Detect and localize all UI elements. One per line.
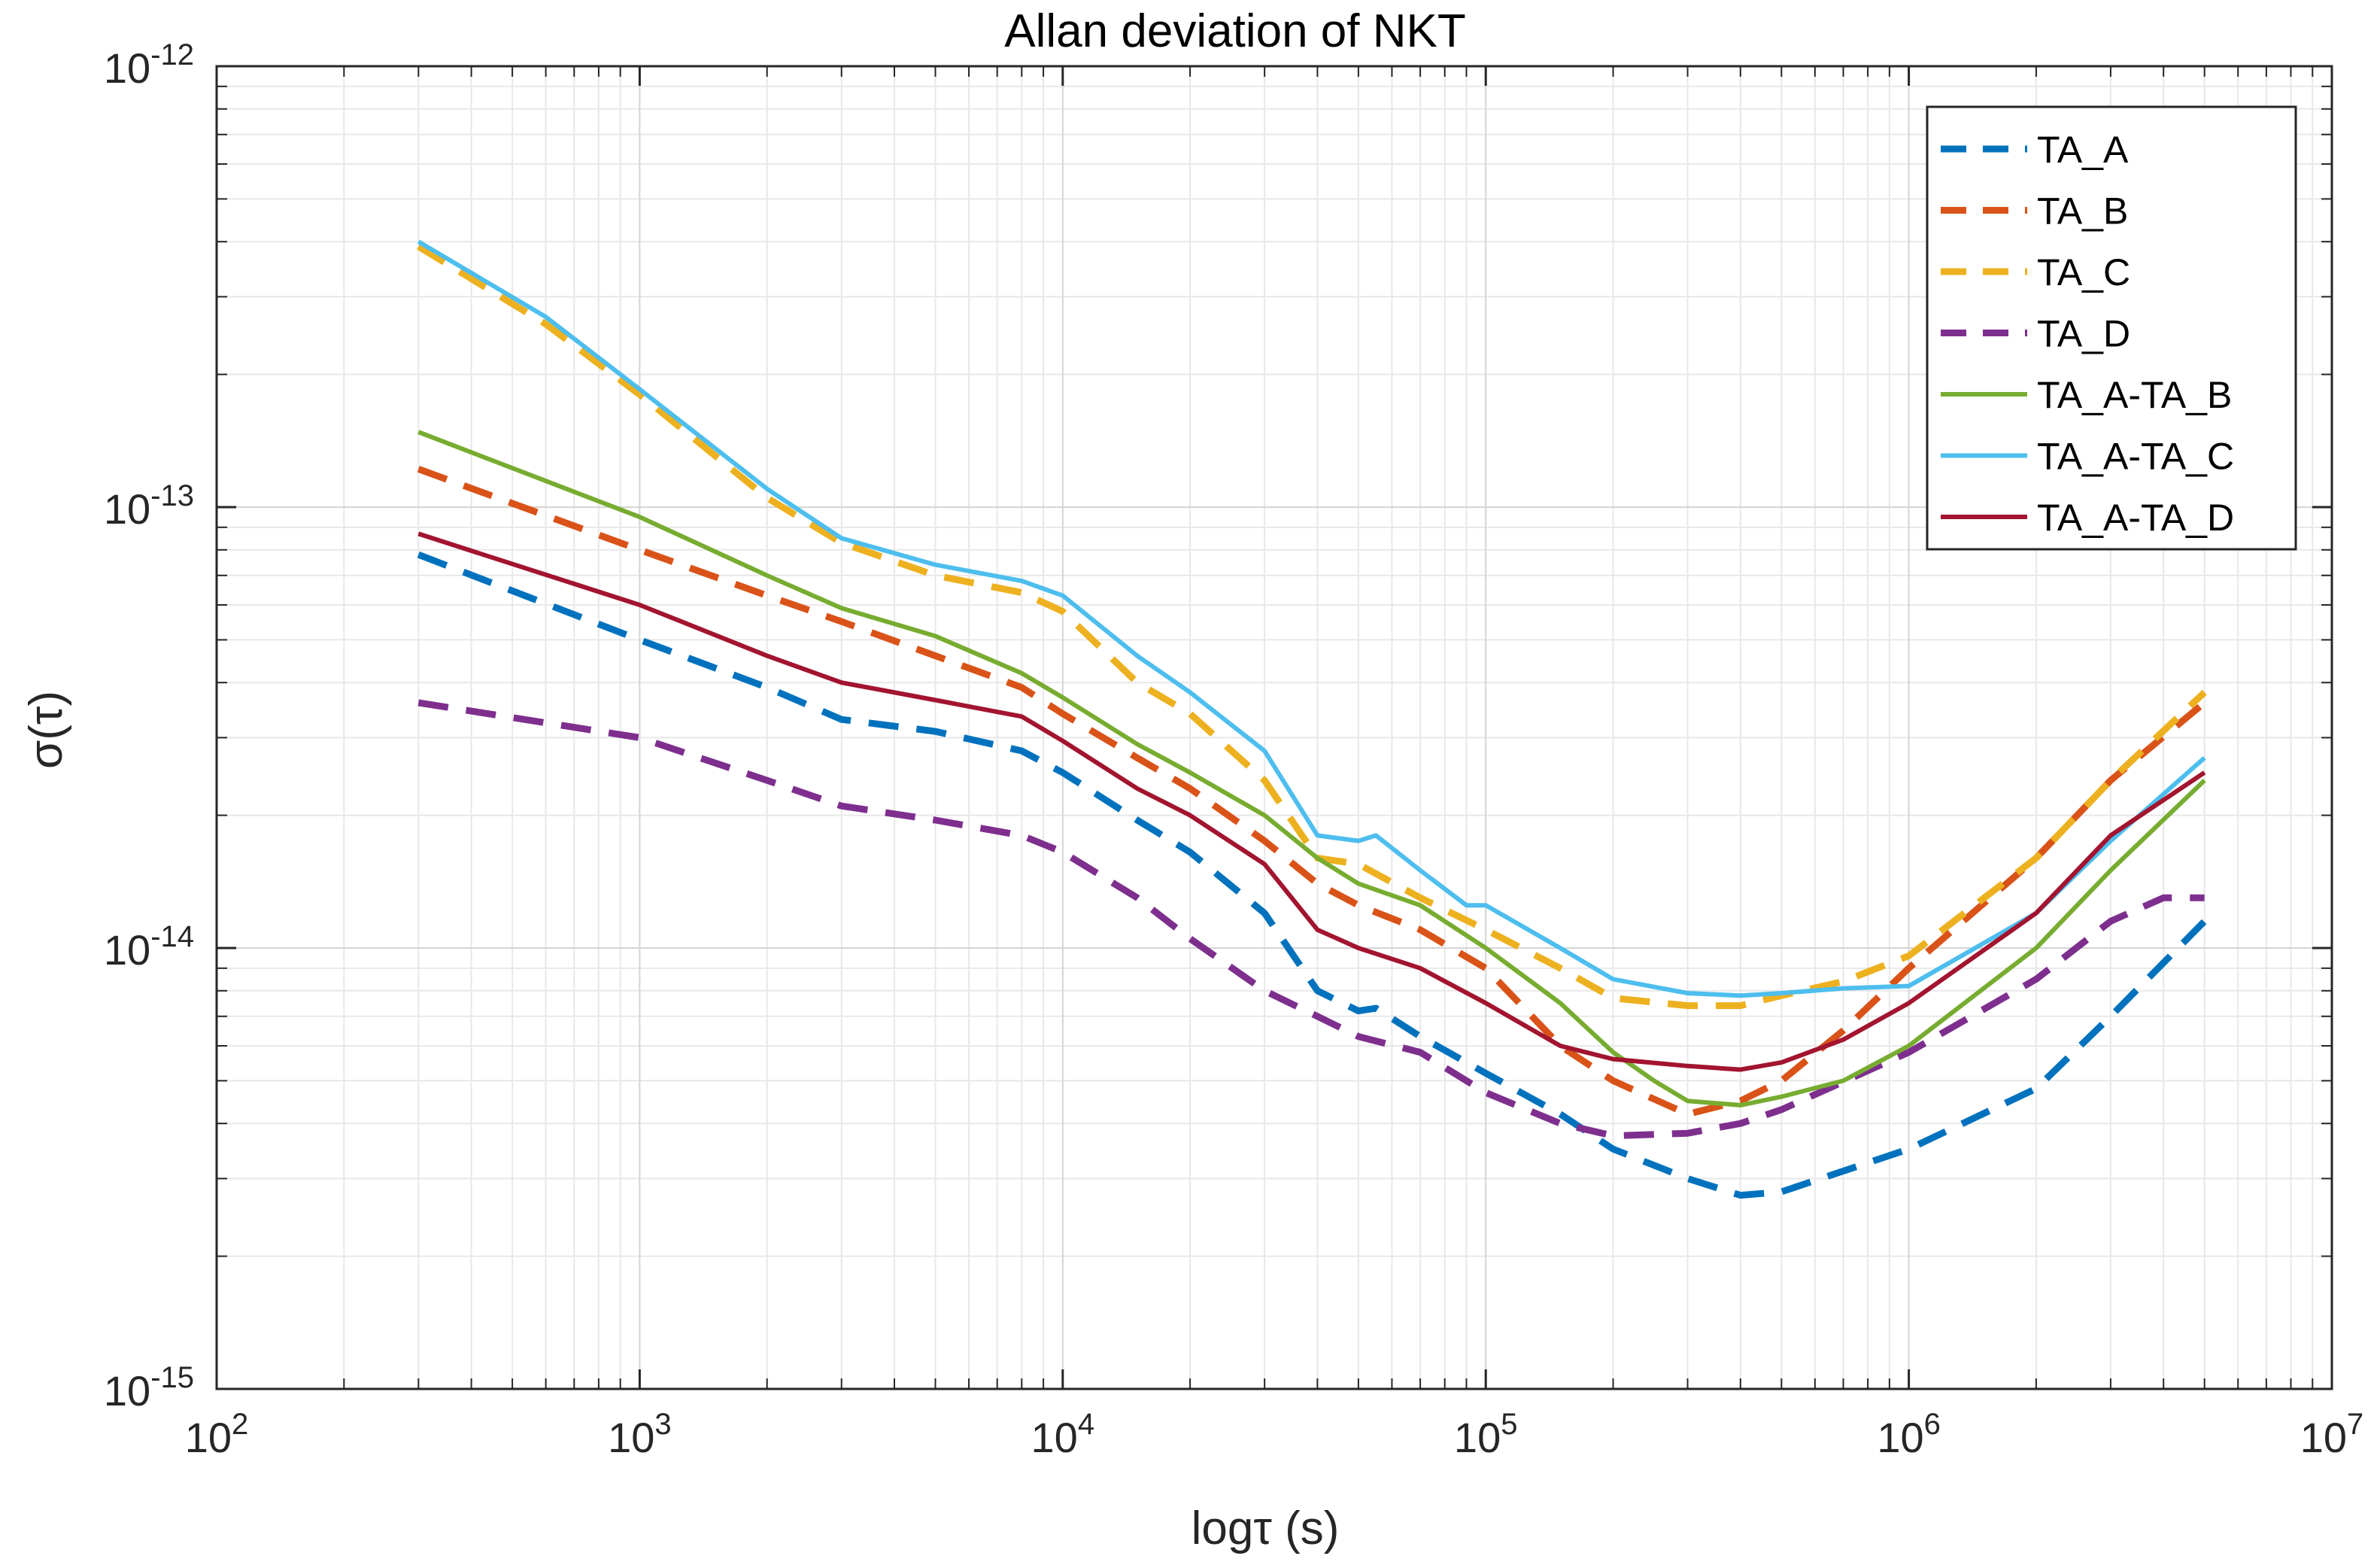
- legend-label-ta-b: TA_B: [2037, 190, 2128, 232]
- legend: TA_A TA_B TA_C TA_D TA_A-TA_B TA_A-TA_C TA_A-T…: [1926, 105, 2297, 551]
- legend-label-ta-a-ta-b: TA_A-TA_B: [2037, 374, 2232, 416]
- y-tick-label: 10-15: [104, 1361, 194, 1415]
- series-line-ta-a-ta-c: [417, 239, 2206, 998]
- legend-box: [1926, 105, 2297, 551]
- series-line-ta-a-ta-d: [417, 531, 2206, 1072]
- axis-ticks: [215, 65, 2333, 1390]
- x-tick-label: 104: [1031, 1408, 1095, 1461]
- series-line-ta-a: [417, 552, 2207, 1199]
- x-tick-labels: 102 103 104 105 106 107: [185, 1408, 2364, 1461]
- series-line-ta-a-ta-b: [417, 430, 2206, 1108]
- x-tick-label: 103: [608, 1408, 672, 1461]
- y-tick-labels: 10-15 10-14 10-13 10-12: [104, 38, 194, 1415]
- legend-label-ta-a-ta-c: TA_A-TA_C: [2037, 436, 2234, 478]
- series-line-ta-b: [417, 466, 2207, 1118]
- x-axis-label: logτ (s): [1192, 1503, 1340, 1554]
- legend-label-ta-c: TA_C: [2037, 251, 2130, 293]
- x-tick-label: 107: [2300, 1408, 2364, 1461]
- y-axis-label: σ(τ): [20, 691, 72, 769]
- chart-title: Allan deviation of NKT: [1004, 5, 1465, 57]
- plot-frame: [215, 65, 2333, 1390]
- y-tick-label: 10-12: [104, 38, 194, 92]
- x-tick-label: 106: [1877, 1408, 1941, 1461]
- y-tick-label: 10-13: [104, 479, 194, 533]
- y-tick-label: 10-14: [104, 920, 194, 974]
- x-tick-label: 102: [185, 1408, 249, 1461]
- legend-label-ta-d: TA_D: [2037, 313, 2130, 355]
- legend-label-ta-a-ta-d: TA_A-TA_D: [2037, 497, 2234, 539]
- grid-minor: [217, 66, 2332, 1389]
- legend-label-ta-a: TA_A: [2037, 129, 2129, 171]
- series-layer: [416, 239, 2207, 1199]
- legend-items: TA_A TA_B TA_C TA_D TA_A-TA_B TA_A-TA_C TA_A-T…: [1941, 129, 2234, 539]
- x-tick-label: 105: [1454, 1408, 1518, 1461]
